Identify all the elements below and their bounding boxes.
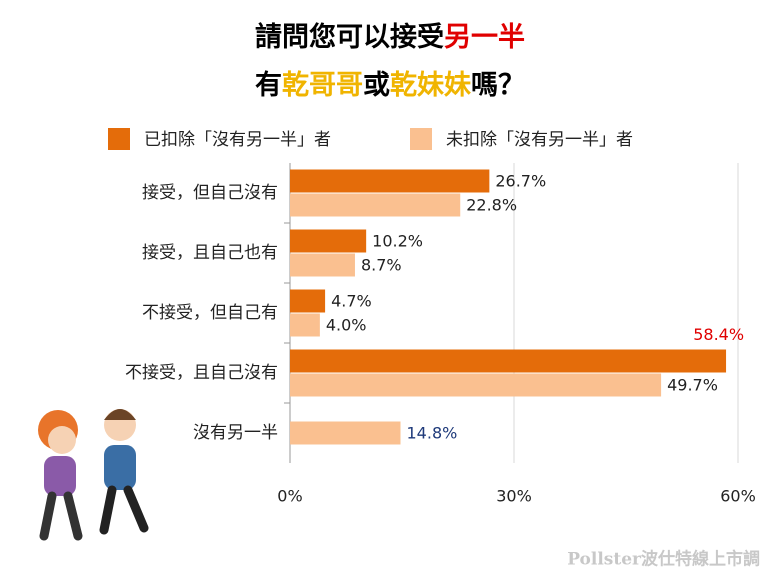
bar [290,229,367,253]
y-tick-label: 接受，但自己沒有 [142,183,278,203]
bar [290,373,662,397]
value-label: 4.0% [326,316,367,335]
y-tick-label: 沒有另一半 [193,423,278,443]
legend-swatch [108,128,130,150]
title-segment: 或 [363,70,390,101]
y-tick-label: 不接受，且自己沒有 [125,363,278,383]
value-label: 8.7% [361,256,402,275]
value-label: 4.7% [331,292,372,311]
value-label: 58.4% [693,325,744,344]
watermark: Pollster波仕特線上市調 [567,549,760,570]
x-tick-label: 0% [277,487,302,506]
title-segment: 乾哥哥 [282,70,363,101]
x-tick-label: 30% [496,487,532,506]
y-tick-label: 不接受，但自己有 [142,303,278,323]
value-label: 14.8% [407,424,458,443]
title-segment: 嗎？ [471,70,525,101]
bar [290,169,490,193]
legend-swatch [410,128,432,150]
value-label: 22.8% [466,196,517,215]
title-segment: 乾妹妹 [390,70,471,101]
chart-title: 有乾哥哥或乾妹妹嗎？ [255,70,525,101]
bar [290,193,461,217]
legend-label: 未扣除「沒有另一半」者 [446,130,633,150]
bar [290,289,326,313]
bar [290,313,320,337]
value-label: 26.7% [495,172,546,191]
title-segment: 有 [255,70,282,101]
value-label: 10.2% [372,232,423,251]
chart-title: 請問您可以接受另一半 [255,21,525,53]
illustration [38,409,149,541]
legend-label: 已扣除「沒有另一半」者 [144,130,331,150]
bar [290,349,727,373]
x-tick-label: 60% [720,487,756,506]
title-segment: 另一半 [444,22,525,53]
y-tick-label: 接受，且自己也有 [142,243,278,263]
title-segment: 請問您可以接受 [255,21,444,53]
value-label: 49.7% [667,376,718,395]
bar [290,421,401,445]
bar [290,253,355,277]
